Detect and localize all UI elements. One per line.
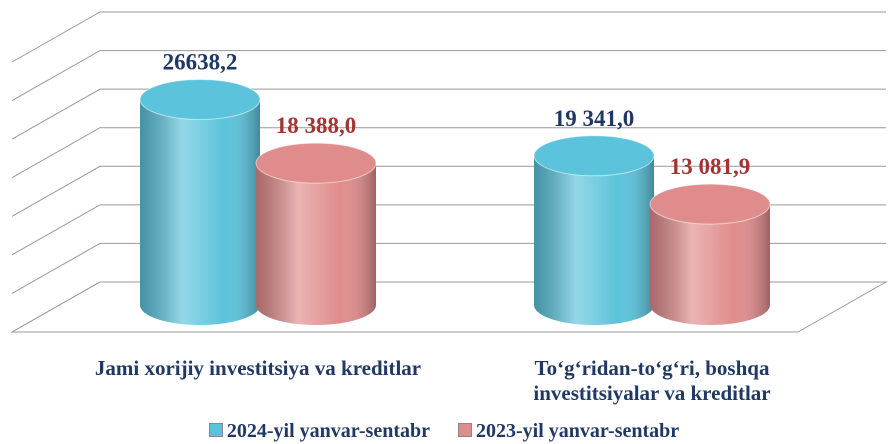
value-label: 18 388,0 [276, 113, 357, 138]
legend-item: 2023-yil yanvar-sentabr [458, 420, 679, 443]
legend-label: 2024-yil yanvar-sentabr [226, 420, 430, 442]
value-label: 19 341,0 [554, 106, 635, 131]
x-tick-label: Jami xorijiy investitsiya va kreditlar [94, 356, 422, 380]
x-tick-label: To‘g‘ridan-to‘g‘ri, boshqa investitsiyal… [533, 356, 771, 405]
legend-swatch [208, 423, 223, 437]
grid-line [11, 50, 886, 102]
chart: 26638,2 19 341,0 18 388,0 13 081,9 [10, 11, 888, 333]
value-label: 26638,2 [163, 50, 238, 75]
cylinder-shade [140, 99, 260, 326]
grid-line [11, 88, 886, 140]
grid-line [11, 11, 886, 63]
grid-line [11, 127, 886, 179]
cylinder-top [255, 142, 377, 184]
value-label: 13 081,9 [670, 154, 751, 179]
cylinder-shade [534, 155, 654, 325]
cylinder-top [649, 183, 771, 225]
cylinder-top [533, 135, 655, 177]
legend-swatch [458, 423, 472, 437]
legend-label: 2023-yil yanvar-sentabr [476, 420, 680, 442]
cylinder-shade [650, 204, 770, 325]
legend-item: 2024-yil yanvar-sentabr [208, 420, 430, 443]
cylinder-shade [256, 163, 376, 325]
legend: 2024-yil yanvar-sentabr 2023-yil yanvar-s… [0, 420, 888, 443]
cylinder-top [139, 79, 261, 121]
